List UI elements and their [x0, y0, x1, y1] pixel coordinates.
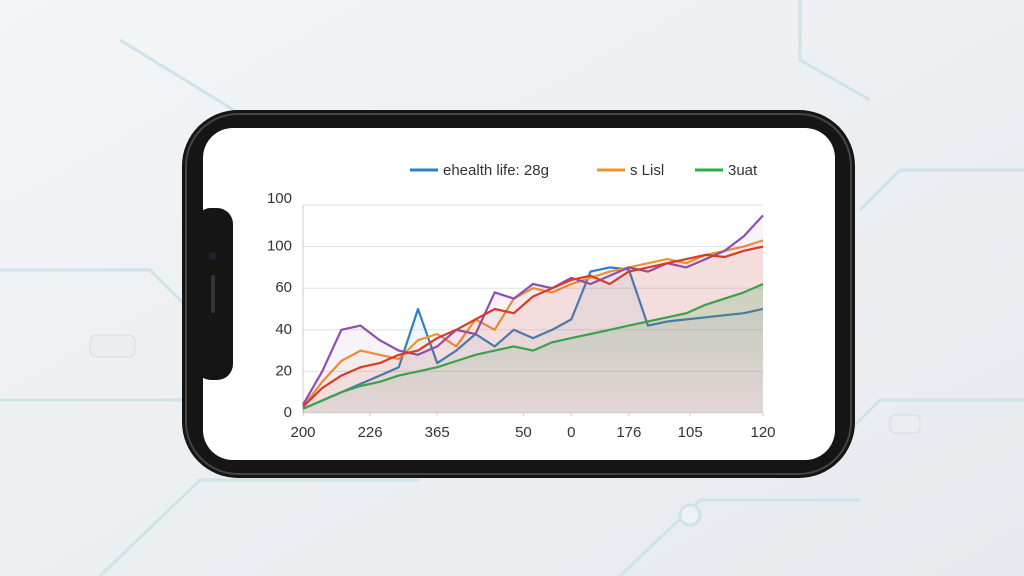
series-line — [302, 214, 764, 406]
plot: 0 20 40 60 100 100 200 226 365 50 0 176 105 120 ehealt… — [267, 162, 776, 441]
y-tick-label: 0 — [284, 404, 292, 421]
x-tick-label: 226 — [358, 424, 383, 441]
y-tick-label: 100 — [267, 238, 292, 255]
y-tick-label: 100 — [267, 190, 292, 207]
x-tick-label: 176 — [616, 424, 641, 441]
y-tick-label: 40 — [275, 321, 292, 338]
legend-label: s Lisl — [630, 162, 664, 179]
series-area — [303, 215, 763, 413]
series-area — [303, 284, 763, 413]
camera — [209, 252, 217, 260]
x-tick-label: 120 — [750, 424, 775, 441]
x-tick-label: 365 — [425, 424, 450, 441]
y-tick-label: 20 — [275, 362, 292, 379]
x-tick-label: 50 — [515, 424, 532, 441]
y-tick-label: 60 — [275, 279, 292, 296]
x-tick-label: 0 — [567, 424, 575, 441]
legend-label: ehealth life: 28g — [443, 162, 549, 179]
series-line — [302, 239, 764, 408]
series-line — [302, 245, 764, 408]
series-line — [302, 282, 764, 410]
series-area — [303, 246, 763, 413]
x-tick-label: 105 — [678, 424, 703, 441]
speaker — [211, 275, 215, 313]
legend-label: 3uat — [728, 162, 758, 179]
phone-edge — [185, 113, 852, 475]
x-tick-label: 200 — [290, 424, 315, 441]
